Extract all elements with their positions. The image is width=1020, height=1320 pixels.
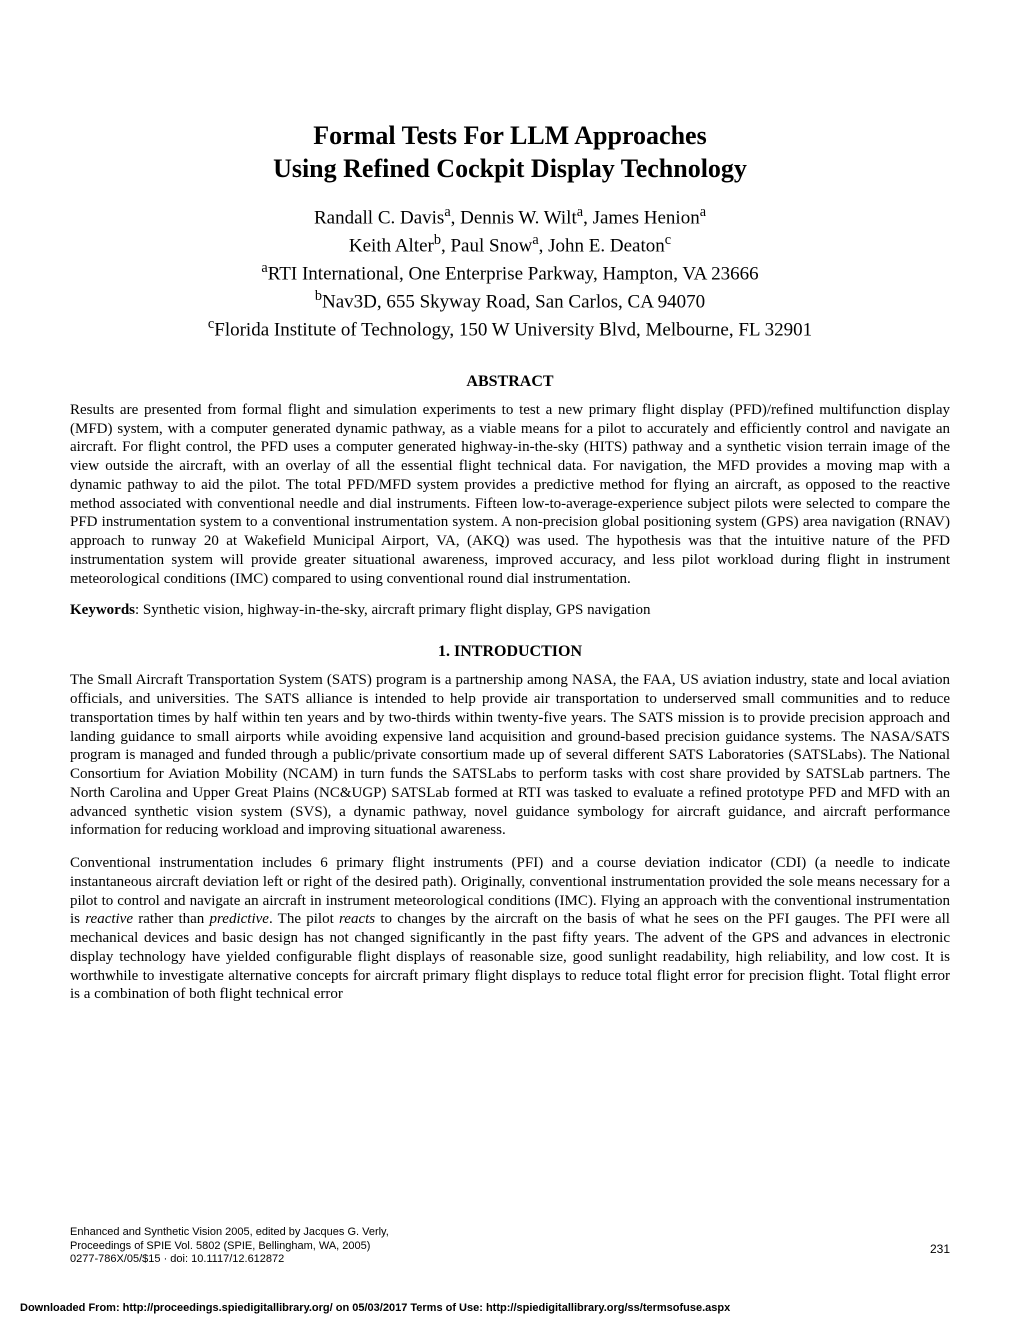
keywords-text: : Synthetic vision, highway-in-the-sky, … (135, 602, 650, 618)
title-line-2: Using Refined Cockpit Display Technology (273, 154, 747, 183)
paper-page: Formal Tests For LLM Approaches Using Re… (0, 0, 1020, 1320)
affil-sup: b (434, 232, 441, 248)
abstract-body: Results are presented from formal flight… (70, 401, 950, 589)
footer-line: Enhanced and Synthetic Vision 2005, edit… (70, 1226, 389, 1238)
keywords-label: Keywords (70, 602, 135, 618)
paper-title: Formal Tests For LLM Approaches Using Re… (70, 120, 950, 185)
affil-sup: a (700, 204, 706, 220)
italic-word: reacts (339, 911, 375, 927)
author-name: , James Henion (583, 207, 700, 228)
italic-word: reactive (85, 911, 133, 927)
intro-p2-text: rather than (133, 911, 210, 927)
publication-footer: Enhanced and Synthetic Vision 2005, edit… (70, 1226, 389, 1266)
author-name: Keith Alter (349, 235, 434, 256)
intro-p2-text: . The pilot (269, 911, 339, 927)
affiliation: Florida Institute of Technology, 150 W U… (214, 319, 812, 340)
abstract-heading: ABSTRACT (70, 373, 950, 391)
page-number: 231 (930, 1242, 950, 1256)
author-block: Randall C. Davisa, Dennis W. Wilta, Jame… (70, 203, 950, 343)
affiliation: Nav3D, 655 Skyway Road, San Carlos, CA 9… (322, 291, 705, 312)
title-line-1: Formal Tests For LLM Approaches (313, 121, 706, 150)
author-name: , John E. Deaton (539, 235, 665, 256)
footer-line: Proceedings of SPIE Vol. 5802 (SPIE, Bel… (70, 1240, 370, 1252)
author-name: Randall C. Davis (314, 207, 444, 228)
intro-paragraph-2: Conventional instrumentation includes 6 … (70, 854, 950, 1004)
author-name: , Paul Snow (441, 235, 532, 256)
download-footer: Downloaded From: http://proceedings.spie… (20, 1302, 730, 1314)
intro-heading: 1. INTRODUCTION (70, 643, 950, 661)
footer-line: 0277-786X/05/$15 · doi: 10.1117/12.61287… (70, 1253, 284, 1265)
affil-sup: b (315, 288, 322, 304)
affil-sup: c (665, 232, 671, 248)
affiliation: RTI International, One Enterprise Parkwa… (268, 263, 759, 284)
intro-paragraph-1: The Small Aircraft Transportation System… (70, 671, 950, 840)
author-name: , Dennis W. Wilt (451, 207, 577, 228)
keywords-line: Keywords: Synthetic vision, highway-in-t… (70, 602, 950, 619)
italic-word: predictive (210, 911, 269, 927)
